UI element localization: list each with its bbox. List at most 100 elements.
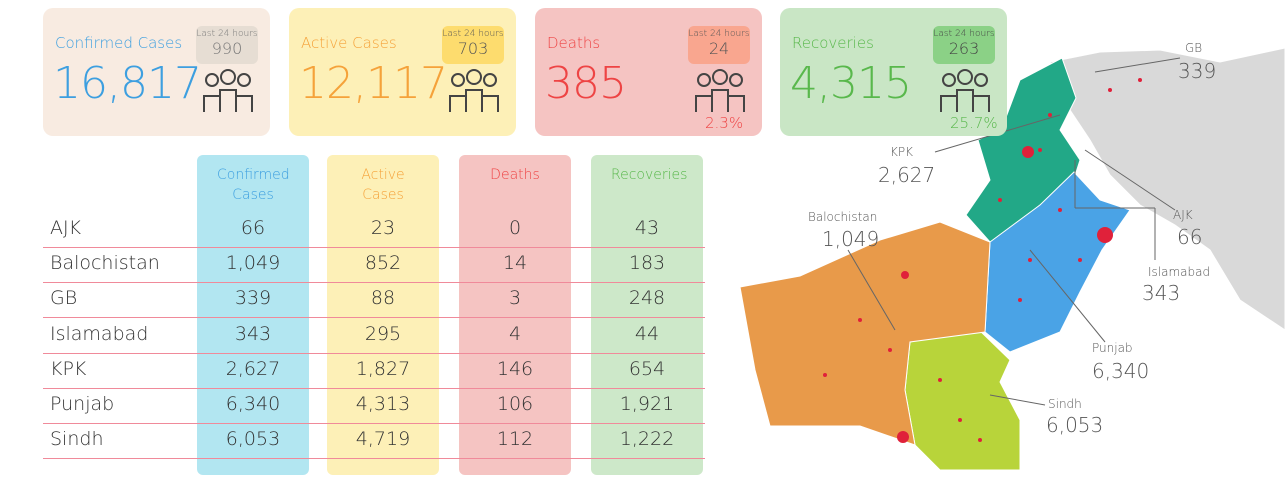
row-label: Punjab <box>50 393 115 415</box>
region-label: Balochistan <box>808 210 877 224</box>
cell: 0 <box>508 217 522 239</box>
row-label: KPK <box>50 357 87 380</box>
cell: 3 <box>508 287 522 310</box>
region-label: 6,053 <box>1046 413 1103 437</box>
cell: 14 <box>502 252 528 275</box>
region-label: 343 <box>1142 281 1180 305</box>
row-label: Balochistan <box>50 252 160 275</box>
balochistan-region <box>739 221 991 446</box>
sindh-region <box>904 326 1021 471</box>
badge-value: 990 <box>211 39 243 58</box>
card-title: Recoveries <box>792 34 874 52</box>
card-value: 385 <box>545 58 627 109</box>
badge-value: 263 <box>948 39 980 58</box>
row-line <box>43 317 705 319</box>
row-line <box>43 247 705 248</box>
icon <box>940 69 990 112</box>
stat-card: Active Cases 12,117 Last 24 hours 703 <box>289 8 516 136</box>
icon <box>695 69 745 112</box>
badge: Last 24 hours 990 <box>196 26 258 64</box>
region-label: Islamabad <box>1148 265 1210 279</box>
cell: 66 <box>240 217 266 239</box>
cell: 1,049 <box>225 252 281 275</box>
column-header: Recoveries <box>611 167 688 183</box>
icon <box>449 69 499 112</box>
card-value: 12,117 <box>299 58 448 109</box>
neighbour-region <box>1049 47 1285 331</box>
cell: 106 <box>496 393 534 415</box>
region-label: KPK <box>890 145 913 159</box>
row-label: AJK <box>50 217 82 239</box>
card-value: 4,315 <box>790 58 912 109</box>
card-title: Active Cases <box>301 34 397 52</box>
cell: 4,719 <box>355 428 411 451</box>
cell: 88 <box>370 287 396 310</box>
badge-label: Last 24 hours <box>442 29 504 39</box>
stat-card: Confirmed Cases 16,817 Last 24 hours 990 <box>43 8 270 136</box>
cell: 1,222 <box>619 428 675 451</box>
map: GB 339 KPK 2,627 Balochistan 1,049 AJK 66 Islama… <box>739 41 1285 471</box>
cell: 654 <box>628 357 666 380</box>
row-label: Sindh <box>50 428 104 451</box>
cell: 852 <box>364 252 402 275</box>
cell: 6,053 <box>225 428 281 451</box>
cell: 146 <box>496 357 534 380</box>
cell: 248 <box>628 287 666 310</box>
row-line <box>43 387 705 389</box>
cell: 339 <box>234 287 272 310</box>
card-value: 16,817 <box>53 58 202 109</box>
cell: 112 <box>496 428 534 451</box>
column-header: Active Cases <box>361 167 405 203</box>
row-line <box>43 423 705 424</box>
cell: 343 <box>234 322 272 345</box>
region-label: 1,049 <box>822 227 879 251</box>
badge-label: Last 24 hours <box>688 29 750 39</box>
column-bg <box>459 155 571 475</box>
cell: 183 <box>628 252 666 275</box>
badge: Last 24 hours 703 <box>442 26 504 64</box>
percent: 2.3% <box>705 114 744 132</box>
stat-card: Recoveries 4,315 Last 24 hours 263 25.7% <box>780 8 1007 136</box>
region-label: GB <box>1185 41 1202 55</box>
column-header: Confirmed Cases <box>217 167 290 203</box>
percent: 25.7% <box>950 114 998 132</box>
badge-label: Last 24 hours <box>933 29 995 39</box>
row-line <box>43 282 705 284</box>
case-dots <box>823 78 1142 443</box>
region-label: AJK <box>1173 208 1193 222</box>
column-bg <box>197 155 309 475</box>
card-title: Confirmed Cases <box>55 34 183 52</box>
badge-value: 24 <box>708 39 730 58</box>
region-label: 66 <box>1177 225 1202 249</box>
row-line <box>43 352 705 354</box>
cell: 44 <box>634 322 660 345</box>
cell: 295 <box>364 322 402 345</box>
badge: Last 24 hours 24 <box>688 26 750 64</box>
cell: 4,313 <box>355 393 411 415</box>
cell: 4 <box>508 322 522 345</box>
region-label: Sindh <box>1048 397 1082 411</box>
icon <box>203 69 253 112</box>
cell: 6,340 <box>225 393 281 415</box>
badge-value: 703 <box>457 39 489 58</box>
row-line <box>43 458 705 460</box>
region-label: 2,627 <box>878 163 935 187</box>
cell: 23 <box>370 217 396 239</box>
column-header: Deaths <box>490 167 540 183</box>
cell: 1,827 <box>355 357 411 380</box>
badge-label: Last 24 hours <box>196 29 258 39</box>
region-label: 6,340 <box>1092 359 1149 383</box>
region-label: Punjab <box>1092 341 1133 355</box>
cell: 1,921 <box>619 393 675 415</box>
region-label: 339 <box>1178 59 1216 83</box>
cell: 2,627 <box>225 357 281 380</box>
row-label: GB <box>50 287 78 310</box>
row-label: Islamabad <box>50 322 149 345</box>
column-bg <box>327 155 439 475</box>
badge: Last 24 hours 263 <box>933 26 995 64</box>
card-title: Deaths <box>547 34 601 52</box>
stat-card: Deaths 385 Last 24 hours 24 2.3% <box>535 8 762 136</box>
cell: 43 <box>634 217 660 239</box>
column-bg <box>591 155 703 475</box>
